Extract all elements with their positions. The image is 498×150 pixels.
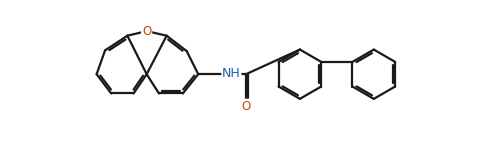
Text: O: O bbox=[242, 100, 250, 113]
Text: NH: NH bbox=[222, 67, 241, 80]
Text: O: O bbox=[142, 25, 151, 38]
